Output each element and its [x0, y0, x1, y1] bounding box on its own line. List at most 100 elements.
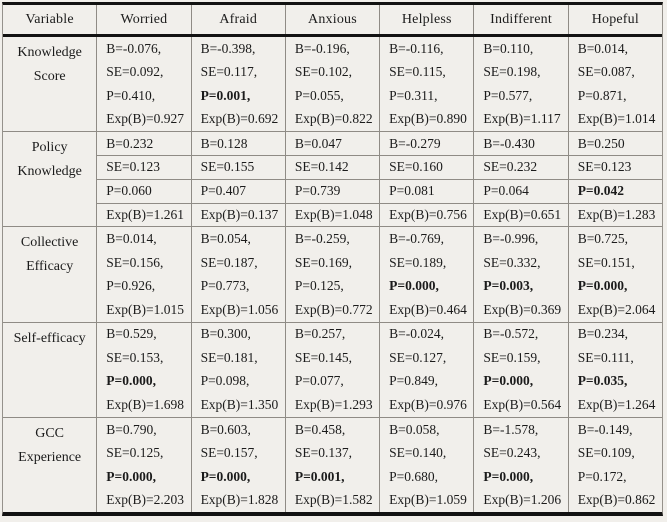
stat-cell: B=0.234, SE=0.111, P=0.035, Exp(B)=1.264 [569, 323, 662, 417]
stat-cell: B=-0.259, SE=0.169, P=0.125, Exp(B)=0.772 [286, 227, 381, 322]
stat-value: B=0.300, [200, 326, 251, 342]
stat-value: B=0.790, [106, 421, 157, 437]
variable-name-cell: Self-efficacy [3, 322, 98, 417]
stat-cell: B=0.250 SE=0.123 P=0.042 Exp(B)=1.283 [568, 132, 662, 226]
stat-value: SE=0.189, [389, 254, 447, 270]
stat-value: Exp(B)=2.203 [106, 492, 185, 508]
stat-value: P=0.081 [380, 180, 474, 204]
table-row: Collective Efficacy B=0.014, SE=0.156, P=0.9… [3, 227, 662, 323]
stat-value: P=0.739 [285, 180, 380, 204]
stat-value: Exp(B)=1.048 [294, 206, 373, 222]
stat-cell: B=0.054, SE=0.187, P=0.773, Exp(B)=1.056 [192, 227, 286, 322]
stat-value: B=0.128 [191, 132, 285, 156]
stat-value: SE=0.125, [106, 445, 164, 461]
stat-value: Exp(B)=0.756 [389, 206, 467, 222]
table-header-row: Variable Worried Afraid Anxious Helpless… [3, 5, 662, 37]
stat-value: Exp(B)=1.828 [200, 492, 279, 508]
stat-value: Exp(B)=0.564 [483, 397, 562, 413]
stat-value: SE=0.145, [294, 349, 352, 365]
stat-cell: B=0.300, SE=0.181, P=0.098, Exp(B)=1.350 [192, 322, 286, 417]
stat-value: SE=0.142 [285, 156, 380, 180]
stat-value: B=-0.259, [294, 231, 350, 247]
stat-cell: B=0.529, SE=0.153, P=0.000, Exp(B)=1.698 [97, 322, 192, 417]
stat-value: SE=0.109, [577, 445, 635, 461]
stat-value: Exp(B)=0.890 [389, 111, 467, 127]
table-row: Policy Knowledge B=0.232 SE=0.123 P=0.060 Exp… [3, 132, 662, 228]
stat-value: Exp(B)=0.369 [483, 301, 562, 317]
stat-value: B=-0.116, [389, 40, 444, 56]
stat-value: P=0.926, [106, 278, 156, 294]
stat-value: P=0.871, [577, 87, 627, 103]
stat-value: SE=0.153, [106, 349, 164, 365]
stat-value: B=-0.572, [483, 326, 539, 342]
stat-value: P=0.773, [200, 278, 250, 294]
stat-value: SE=0.092, [106, 64, 164, 80]
stat-value: P=0.077, [294, 373, 344, 389]
stat-value: B=-1.578, [483, 421, 539, 437]
stat-value: P=0.060 [97, 180, 191, 204]
stat-value: SE=0.160 [380, 156, 474, 180]
stat-value: SE=0.087, [577, 64, 635, 80]
stat-value: SE=0.115, [389, 64, 446, 80]
stat-value: B=-0.430 [474, 132, 568, 156]
stat-cell: B=0.257, SE=0.145, P=0.077, Exp(B)=1.293 [286, 322, 381, 417]
stat-value: Exp(B)=0.464 [389, 301, 467, 317]
stat-value: SE=0.156, [106, 254, 164, 270]
stat-value: Exp(B)=0.976 [389, 397, 467, 413]
stat-value: P=0.001, [294, 468, 345, 484]
stat-value: B=0.232 [97, 132, 191, 156]
stat-value: B=0.047 [285, 132, 380, 156]
stat-value: SE=0.169, [294, 254, 352, 270]
stat-value: P=0.000, [200, 468, 251, 484]
variable-name-line: Policy [31, 140, 68, 156]
stat-value: B=0.603, [200, 421, 251, 437]
stat-value: B=0.014, [106, 231, 157, 247]
variable-name-line: Self-efficacy [13, 330, 86, 346]
stat-value: P=0.000, [106, 373, 156, 389]
stat-value: SE=0.159, [483, 349, 541, 365]
stat-cell: B=0.725, SE=0.151, P=0.000, Exp(B)=2.064 [569, 227, 662, 321]
stat-value: Exp(B)=1.015 [106, 301, 185, 317]
stat-value: Exp(B)=1.206 [483, 492, 562, 508]
stat-value: B=-0.996, [483, 231, 539, 247]
stat-value: P=0.003, [483, 278, 534, 294]
stat-cell: B=0.232 SE=0.123 P=0.060 Exp(B)=1.261 [97, 132, 192, 227]
stat-value: Exp(B)=0.862 [577, 492, 656, 508]
table-row: GCC Experience B=0.790, SE=0.125, P=0.000, Ex… [3, 417, 662, 513]
stat-value: P=0.035, [577, 373, 628, 389]
stat-value: P=0.849, [389, 373, 438, 389]
stat-value: SE=0.102, [294, 64, 352, 80]
stat-cell: B=-1.578, SE=0.243, P=0.000, Exp(B)=1.206 [474, 417, 569, 513]
stat-value: Exp(B)=1.117 [483, 111, 561, 127]
stat-value: SE=0.187, [200, 254, 258, 270]
variable-name-cell: Collective Efficacy [3, 227, 98, 322]
column-header-anxious: Anxious [286, 5, 381, 34]
stat-value: B=0.234, [577, 326, 629, 342]
stat-cell: B=-0.024, SE=0.127, P=0.849, Exp(B)=0.976 [380, 322, 475, 417]
variable-name-cell: GCC Experience [3, 417, 98, 513]
stat-value: SE=0.155 [191, 156, 285, 180]
stat-value: Exp(B)=1.056 [200, 301, 279, 317]
stat-value: P=0.042 [568, 180, 662, 204]
table-row: Self-efficacy B=0.529, SE=0.153, P=0.000, Ex… [3, 322, 662, 418]
stat-value: Exp(B)=0.651 [483, 206, 562, 222]
stat-value: B=0.110, [483, 40, 534, 56]
stat-value: Exp(B)=1.698 [106, 397, 185, 413]
stat-value: Exp(B)=1.283 [577, 206, 656, 222]
stat-value: SE=0.123 [568, 156, 662, 180]
regression-results-table: Variable Worried Afraid Anxious Helpless… [2, 2, 663, 516]
stat-value: Exp(B)=0.772 [294, 301, 373, 317]
variable-name-line: Collective [20, 235, 79, 251]
variable-name-line: Experience [18, 449, 82, 465]
stat-value: Exp(B)=1.264 [577, 397, 656, 413]
stat-value: B=-0.279 [380, 132, 474, 156]
stat-value: P=0.680, [389, 468, 438, 484]
stat-value: P=0.000, [483, 373, 534, 389]
variable-name-line: Score [33, 69, 66, 84]
stat-value: B=0.458, [294, 421, 346, 437]
stat-value: P=0.410, [106, 87, 156, 103]
stat-value: B=-0.196, [294, 40, 350, 56]
stat-value: Exp(B)=2.064 [577, 301, 656, 317]
stat-value: SE=0.140, [389, 445, 447, 461]
stat-cell: B=-0.572, SE=0.159, P=0.000, Exp(B)=0.564 [474, 322, 569, 417]
